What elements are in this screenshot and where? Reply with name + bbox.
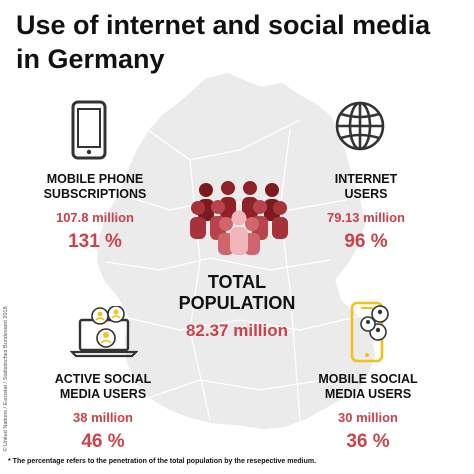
globe-icon <box>335 101 385 151</box>
active-social-percent: 46 % <box>81 431 125 452</box>
mobile-social-stat: MOBILE SOCIAL MEDIA USERS 30 million 36 … <box>298 372 438 453</box>
active-social-value: 38 million <box>73 410 133 425</box>
people-group-icon <box>190 181 288 255</box>
mobile-phone-label: MOBILE PHONE SUBSCRIPTIONS <box>43 172 147 201</box>
mobile-phone-stat: MOBILE PHONE SUBSCRIPTIONS 107.8 million… <box>20 172 170 253</box>
mobile-social-icon <box>350 301 389 363</box>
page-title: Use of internet and social media in Germ… <box>16 10 431 74</box>
internet-users-value: 79.13 million <box>326 210 406 225</box>
internet-users-stat: INTERNET USERS 79.13 million 96 % <box>296 172 436 253</box>
mobile-phone-icon <box>71 100 107 160</box>
internet-users-label: INTERNET USERS <box>334 172 398 201</box>
source-credit: © United Nations / Eurostat / Statistisc… <box>2 300 9 460</box>
mobile-phone-percent: 131 % <box>68 231 122 252</box>
active-social-stat: ACTIVE SOCIAL MEDIA USERS 38 million 46 … <box>28 372 178 453</box>
footnote: * The percentage refers to the penetrati… <box>8 458 317 465</box>
total-population-label: TOTAL POPULATION <box>178 272 296 313</box>
total-population-stat: TOTAL POPULATION 82.37 million <box>162 272 312 341</box>
mobile-social-label: MOBILE SOCIAL MEDIA USERS <box>318 372 418 401</box>
laptop-social-icon <box>70 306 138 358</box>
mobile-social-value: 30 million <box>338 410 398 425</box>
internet-users-percent: 96 % <box>344 231 388 252</box>
source-credit-text: © United Nations / Eurostat / Statistisc… <box>3 306 9 452</box>
mobile-phone-value: 107.8 million <box>55 210 135 225</box>
mobile-social-percent: 36 % <box>346 431 390 452</box>
total-population-value: 82.37 million <box>185 321 289 340</box>
active-social-label: ACTIVE SOCIAL MEDIA USERS <box>54 372 152 401</box>
